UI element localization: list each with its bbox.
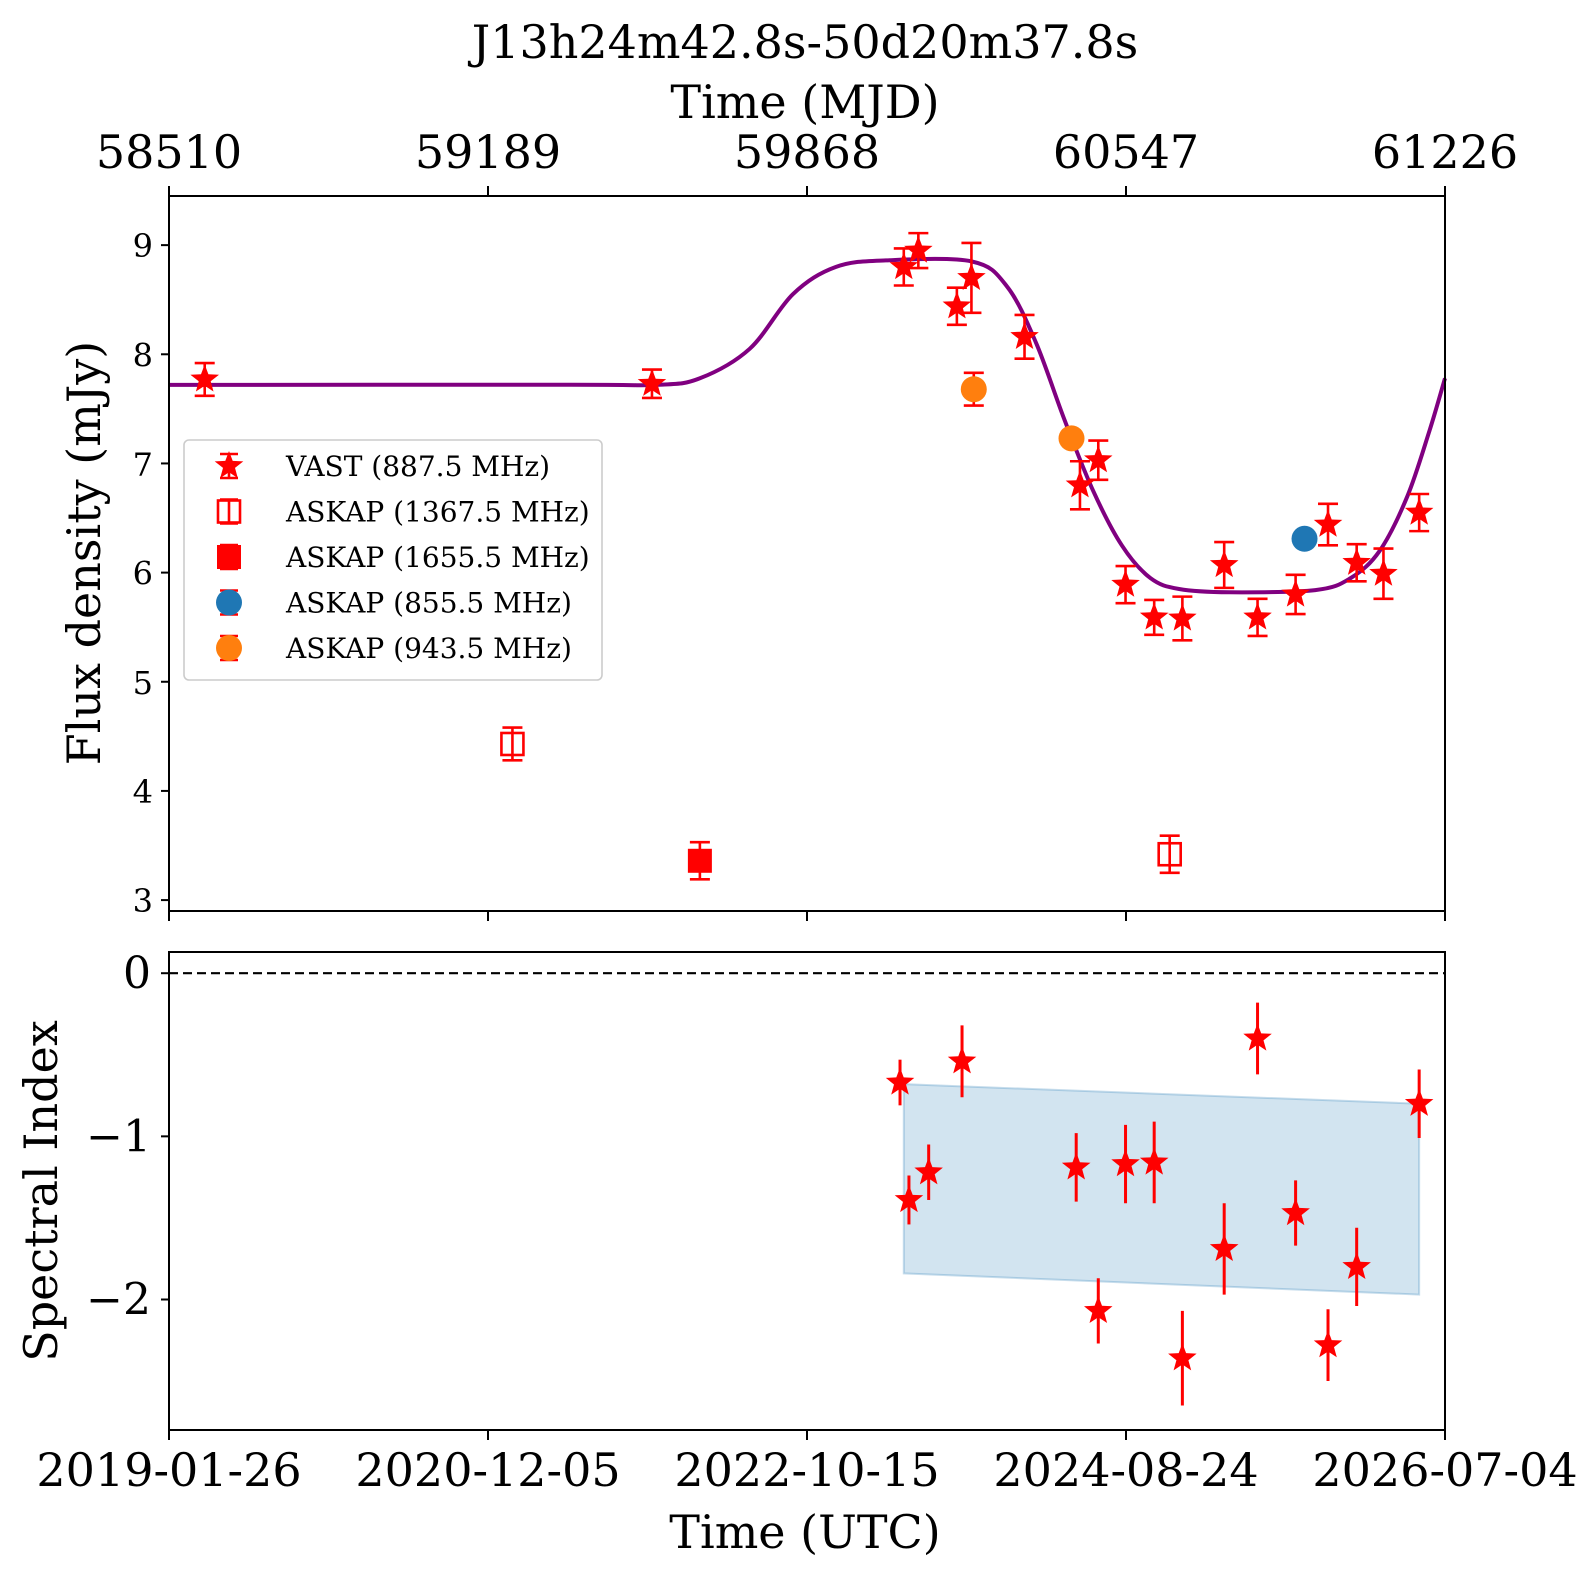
model-curve — [168, 256, 1447, 595]
flux-point — [904, 235, 933, 263]
legend-entry: ASKAP (855.5 MHz) — [216, 587, 572, 620]
legend-entry: ASKAP (943.5 MHz) — [216, 632, 572, 665]
flux-series-1 — [500, 726, 1182, 875]
mjd-tick-label: 59189 — [415, 125, 561, 179]
utc-tick-label: 2026-07-04 — [1312, 1443, 1577, 1497]
spectral-point — [1209, 1233, 1239, 1261]
flux-point — [957, 262, 986, 290]
flux-point — [1313, 509, 1343, 537]
bottom-x-axis-label: Time (UTC) — [669, 1505, 940, 1559]
spectral-point — [1139, 1147, 1169, 1175]
legend-entry: ASKAP (1655.5 MHz) — [217, 541, 590, 574]
legend-marker — [214, 451, 244, 479]
legend-label: VAST (887.5 MHz) — [285, 450, 550, 483]
flux-point — [960, 376, 987, 403]
spectral-point — [914, 1157, 943, 1185]
mjd-tick-label: 59868 — [734, 125, 880, 179]
flux-point — [1139, 602, 1169, 630]
spectral-point — [1168, 1343, 1197, 1371]
utc-tick-label: 2024-08-24 — [993, 1443, 1258, 1497]
flux-y-axis-label: Flux density (mJy) — [57, 341, 111, 765]
flux-series-4 — [960, 371, 1085, 452]
mjd-tick-label: 58510 — [96, 125, 242, 179]
flux-point — [889, 252, 918, 280]
legend-entry: VAST (887.5 MHz) — [214, 450, 550, 483]
flux-series-2 — [687, 840, 712, 881]
mjd-tick-label: 60547 — [1053, 125, 1199, 179]
flux-y-tick-label: 3 — [133, 882, 153, 920]
spectral-point — [947, 1046, 977, 1074]
flux-series-0 — [190, 231, 1434, 642]
flux-point — [1157, 841, 1182, 867]
flux-point — [942, 291, 972, 319]
flux-point — [1369, 558, 1398, 586]
spectral-y-axis-label: Spectral Index — [14, 1020, 68, 1362]
flux-y-tick-label: 5 — [133, 664, 153, 702]
spectral-point — [1281, 1198, 1310, 1226]
legend-marker — [217, 545, 241, 569]
utc-tick-label: 2019-01-26 — [36, 1443, 301, 1497]
legend-marker — [216, 635, 242, 661]
spectral-point — [1061, 1152, 1091, 1180]
legend-label: ASKAP (943.5 MHz) — [285, 632, 572, 665]
spectral-y-tick-label: 0 — [123, 948, 151, 999]
flux-point — [1209, 550, 1239, 578]
spectral-point — [1404, 1088, 1434, 1116]
flux-point — [500, 731, 525, 757]
spectral-series-0 — [885, 1002, 1434, 1406]
flux-point — [1342, 547, 1371, 575]
flux-y-tick-label: 4 — [133, 773, 153, 811]
utc-tick-label: 2020-12-05 — [355, 1443, 620, 1497]
flux-point — [637, 368, 667, 396]
flux-point — [190, 364, 219, 392]
legend-box — [183, 439, 603, 681]
legend: VAST (887.5 MHz) ASKAP (1367.5 MHz) ASKAP … — [183, 439, 603, 681]
flux-point — [1010, 321, 1039, 349]
spectral-point — [885, 1067, 915, 1095]
spectral-point — [1313, 1330, 1343, 1358]
flux-y-tick-label: 7 — [133, 445, 153, 483]
flux-point — [1065, 470, 1095, 498]
flux-point — [1291, 525, 1318, 552]
flux-point — [1111, 569, 1140, 597]
flux-point — [1404, 497, 1434, 525]
legend-entry: ASKAP (1367.5 MHz) — [216, 496, 590, 529]
flux-y-tick-label: 8 — [133, 336, 153, 374]
chart-title: J13h24m42.8s-50d20m37.8s — [468, 15, 1138, 69]
flux-point — [1281, 579, 1310, 607]
legend-marker — [216, 589, 242, 616]
top-axis-label: Time (MJD) — [670, 75, 939, 129]
spectral-y-tick-label: −2 — [86, 1274, 151, 1325]
legend-label: ASKAP (1367.5 MHz) — [285, 496, 590, 529]
flux-point — [687, 848, 712, 873]
flux-point — [1168, 603, 1197, 631]
flux-y-tick-label: 9 — [133, 227, 153, 265]
flux-point — [1243, 602, 1272, 630]
mjd-tick-label: 61226 — [1372, 125, 1518, 179]
flux-series-3 — [1291, 525, 1318, 552]
flux-point — [1084, 445, 1113, 473]
flux-error-bar — [1159, 834, 1180, 875]
spectral-point — [1111, 1149, 1140, 1177]
flux-point — [1058, 425, 1085, 452]
spectral-point — [1342, 1251, 1371, 1279]
flux-y-tick-label: 6 — [133, 555, 153, 593]
legend-marker — [216, 499, 242, 524]
spectral-index-panel: 2019-01-26 2020-12-05 2022-10-15 2024-08-24… — [36, 948, 1577, 1497]
spectral-point — [894, 1185, 924, 1213]
spectral-y-tick-label: −1 — [86, 1111, 151, 1162]
legend-label: ASKAP (1655.5 MHz) — [285, 541, 590, 574]
spectral-point — [1243, 1023, 1272, 1051]
legend-label: ASKAP (855.5 MHz) — [285, 587, 572, 620]
utc-tick-label: 2022-10-15 — [674, 1443, 939, 1497]
spectral-index-band — [902, 1083, 1421, 1296]
flux-density-panel: 58510 59189 59868 60547 61226 3 4 5 6 7 8 9 — [96, 125, 1518, 921]
spectral-point — [1084, 1295, 1113, 1323]
